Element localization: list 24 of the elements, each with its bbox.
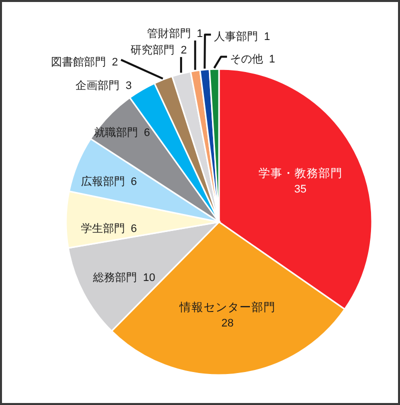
slice-label: 学生部門	[80, 222, 125, 236]
data-label: 3	[126, 80, 132, 92]
data-label: 2	[180, 44, 187, 57]
data-label: 35	[294, 184, 306, 196]
slice-label: 図書館部門	[50, 55, 106, 68]
slice-label: 管財部門	[146, 27, 191, 40]
data-label: 1	[196, 28, 203, 40]
data-label: 1	[269, 53, 276, 66]
slice-label: 企画部門	[76, 79, 120, 92]
data-label: 6	[130, 223, 137, 236]
slice-label: その他	[230, 52, 264, 66]
data-label: 10	[143, 272, 156, 284]
slice-label: 人事部門	[214, 30, 258, 44]
data-label: 1	[264, 31, 270, 44]
data-label: 28	[221, 318, 234, 330]
slice-label: 研究部門	[130, 44, 175, 57]
slice-label: 学事・教務部門	[258, 166, 342, 180]
slice-label: 就職部門	[94, 126, 138, 139]
data-label: 6	[130, 176, 137, 188]
slice-label: 情報センター部門	[178, 300, 276, 314]
data-label: 2	[112, 56, 118, 68]
slice-label: 総務部門	[92, 271, 138, 284]
slice-label: 広報部門	[80, 174, 125, 188]
data-label: 6	[144, 126, 150, 139]
